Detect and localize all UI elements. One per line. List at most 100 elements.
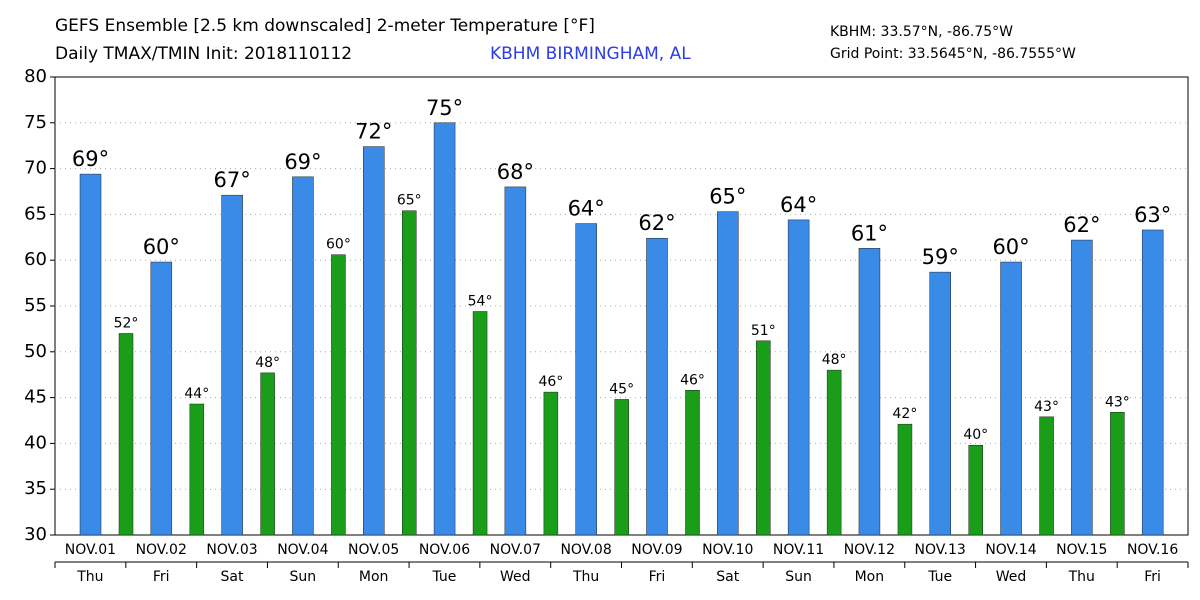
weekday-label: Mon <box>855 569 885 585</box>
weekday-label: Mon <box>359 569 389 585</box>
weekday-label: Fri <box>1144 569 1161 585</box>
weekday-label: Fri <box>649 569 666 585</box>
weekday-label: Wed <box>996 569 1027 585</box>
value-label: 42° <box>893 406 918 422</box>
value-label: 64° <box>568 197 605 221</box>
y-tick-label: 70 <box>24 158 47 179</box>
bar <box>221 194 243 536</box>
bar <box>79 173 102 536</box>
x-tick-label: NOV.02 <box>136 542 187 558</box>
weekday-label: Thu <box>76 569 103 585</box>
weekday-label: Tue <box>432 569 457 585</box>
bar <box>897 423 913 536</box>
value-label: 69° <box>284 150 321 174</box>
value-label: 43° <box>1105 394 1130 410</box>
x-tick-label: NOV.09 <box>631 542 682 558</box>
value-label: 46° <box>538 374 563 390</box>
value-label: 68° <box>497 160 534 184</box>
x-tick-label: NOV.06 <box>419 542 470 558</box>
value-label: 59° <box>922 245 959 269</box>
weekday-label: Thu <box>572 569 599 585</box>
bar <box>1000 261 1022 536</box>
value-label: 52° <box>114 315 139 331</box>
location: KBHM BIRMINGHAM, AL <box>490 44 691 64</box>
value-label: 46° <box>680 372 705 388</box>
bar <box>472 311 488 536</box>
value-label: 75° <box>426 96 463 120</box>
bar <box>504 186 527 536</box>
value-label: 69° <box>72 147 109 171</box>
value-label: 44° <box>184 386 209 402</box>
bar <box>189 403 205 536</box>
bar <box>717 211 739 536</box>
x-tick-label: NOV.11 <box>773 542 824 558</box>
bar <box>685 390 700 536</box>
y-tick-label: 65 <box>24 203 47 224</box>
y-tick-label: 60 <box>24 249 47 270</box>
value-label: 65° <box>709 185 746 209</box>
weekday-label: Thu <box>1068 569 1095 585</box>
x-tick-label: NOV.13 <box>915 542 966 558</box>
y-tick-label: 50 <box>24 341 47 362</box>
y-tick-label: 40 <box>24 432 47 453</box>
y-tick-label: 80 <box>24 66 47 87</box>
value-label: 61° <box>851 221 888 245</box>
y-tick-label: 45 <box>24 387 47 408</box>
x-tick-label: NOV.16 <box>1127 542 1178 558</box>
x-tick-label: NOV.15 <box>1056 542 1107 558</box>
weekday-label: Sat <box>221 569 244 585</box>
bar <box>1110 412 1125 536</box>
weekday-label: Wed <box>500 569 531 585</box>
bar <box>929 271 951 536</box>
value-label: 72° <box>355 120 392 144</box>
value-label: 67° <box>214 168 251 192</box>
value-label: 43° <box>1034 399 1059 415</box>
bar <box>150 261 173 536</box>
y-tick-label: 75 <box>24 112 47 133</box>
value-label: 40° <box>963 427 988 443</box>
weekday-label: Sat <box>716 569 739 585</box>
bar <box>1141 229 1164 536</box>
bar <box>614 399 629 536</box>
value-label: 60° <box>992 235 1029 259</box>
bar <box>331 254 346 536</box>
bar <box>858 248 881 536</box>
bar <box>1039 416 1054 536</box>
x-tick-label: NOV.01 <box>65 542 116 558</box>
chart-subtitle: Daily TMAX/TMIN Init: 2018110112 <box>55 44 352 64</box>
bar <box>363 146 385 536</box>
bar <box>433 122 456 536</box>
value-label: 51° <box>751 323 776 339</box>
x-tick-label: NOV.03 <box>206 542 257 558</box>
bar <box>402 210 417 536</box>
value-label: 48° <box>255 355 280 371</box>
bar <box>118 333 134 536</box>
bar <box>575 223 597 536</box>
value-label: 45° <box>609 381 634 397</box>
y-tick-label: 55 <box>24 295 47 316</box>
weekday-label: Tue <box>927 569 952 585</box>
value-label: 60° <box>326 237 351 253</box>
bar <box>826 369 842 536</box>
bar <box>756 340 771 536</box>
value-label: 64° <box>780 193 817 217</box>
value-label: 60° <box>143 235 180 259</box>
value-label: 54° <box>468 293 493 309</box>
bar <box>260 372 275 536</box>
bar <box>787 219 810 536</box>
bar <box>292 176 314 536</box>
x-tick-label: NOV.12 <box>844 542 895 558</box>
value-label: 62° <box>638 211 675 235</box>
x-tick-label: NOV.07 <box>490 542 541 558</box>
weekday-label: Sun <box>290 569 317 585</box>
chart-title: GEFS Ensemble [2.5 km downscaled] 2-mete… <box>55 16 595 36</box>
value-label: 62° <box>1063 213 1100 237</box>
y-tick-label: 30 <box>24 524 47 545</box>
x-tick-label: NOV.10 <box>702 542 753 558</box>
value-label: 63° <box>1134 203 1171 227</box>
y-tick-label: 35 <box>24 478 47 499</box>
x-tick-label: NOV.08 <box>560 542 611 558</box>
x-tick-label: NOV.04 <box>277 542 328 558</box>
value-label: 48° <box>822 352 847 368</box>
bar <box>968 444 983 536</box>
